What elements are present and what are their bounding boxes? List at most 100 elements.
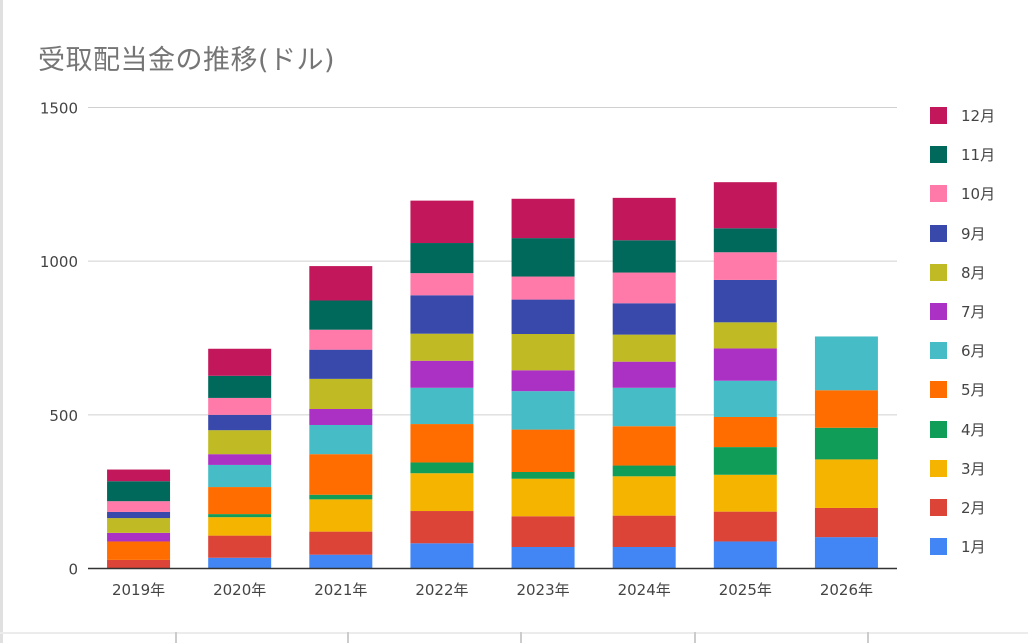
legend-label: 3月 (961, 459, 986, 478)
bottom-edge-tick (347, 632, 349, 643)
bar-segment (208, 414, 272, 431)
legend-item: 1月 (930, 527, 995, 566)
bar-segment (208, 517, 272, 536)
chart-legend: 12月 11月 10月 9月 8月 7月 6月 5月 4月 3月 2月 1月 (930, 96, 995, 566)
bar-segment (612, 303, 676, 335)
bar-segment (309, 300, 373, 330)
bar-segment (107, 559, 171, 569)
bar-segment (713, 474, 777, 512)
bar-segment (713, 348, 777, 381)
bar-segment (309, 349, 373, 379)
bar-segment (713, 182, 777, 229)
legend-label: 2月 (961, 498, 986, 517)
legend-label: 5月 (961, 381, 986, 400)
bar-segment (612, 197, 676, 241)
bar-segment (410, 243, 474, 274)
bar-segment (208, 375, 272, 398)
bar-segment (511, 198, 575, 239)
bar-segment (410, 424, 474, 463)
bar-segment (107, 511, 171, 519)
bar-segment (511, 516, 575, 547)
legend-swatch (930, 381, 947, 399)
bar-segment (713, 416, 777, 448)
legend-label: 1月 (961, 538, 986, 557)
bar-segment (309, 494, 373, 500)
bar-segment (612, 426, 676, 466)
bar-segment (410, 543, 474, 569)
bar-segment (309, 266, 373, 301)
legend-item: 6月 (930, 331, 995, 370)
bar-segment (612, 465, 676, 477)
bar-segment (410, 462, 474, 474)
bar-segment (713, 511, 777, 542)
bar-segment (309, 554, 373, 569)
bar-segment (713, 228, 777, 253)
legend-item: 4月 (930, 410, 995, 449)
bar-segment (208, 557, 272, 569)
bar-segment (511, 478, 575, 517)
legend-swatch (930, 303, 947, 321)
legend-swatch (930, 538, 947, 556)
bar-segment (713, 322, 777, 349)
legend-swatch (930, 146, 947, 164)
bar-segment (713, 279, 777, 323)
bar-segment (410, 473, 474, 512)
bar-segment (309, 424, 373, 455)
legend-item: 3月 (930, 449, 995, 488)
bottom-edge-tick (694, 632, 696, 643)
legend-item: 2月 (930, 488, 995, 527)
bar-segment (612, 476, 676, 516)
x-tick-label: 2026年 (820, 581, 873, 599)
legend-swatch (930, 107, 947, 125)
x-tick-label: 2019年 (112, 581, 165, 599)
bar-segment (814, 537, 878, 569)
y-tick-label: 0 (68, 561, 78, 579)
bar-segment (511, 370, 575, 392)
x-tick-label: 2020年 (213, 581, 266, 599)
bar-segment (814, 427, 878, 460)
bar-segment (107, 518, 171, 533)
legend-label: 10月 (961, 185, 996, 204)
legend-swatch (930, 459, 947, 477)
bar-segment (511, 276, 575, 300)
left-edge-line (0, 0, 3, 643)
bottom-edge-tick (520, 632, 522, 643)
bar-segment (208, 348, 272, 376)
bar-segment (208, 430, 272, 455)
legend-label: 9月 (961, 224, 986, 243)
legend-label: 7月 (961, 303, 986, 322)
bar-segment (410, 511, 474, 544)
legend-swatch (930, 342, 947, 360)
bar-segment (208, 487, 272, 515)
bar-segment (511, 471, 575, 479)
bar-segment (612, 546, 676, 569)
bar-segment (410, 333, 474, 361)
legend-label: 12月 (961, 107, 996, 126)
bar-segment (511, 546, 575, 569)
legend-label: 6月 (961, 342, 986, 361)
bar-segment (612, 272, 676, 304)
legend-swatch (930, 263, 947, 281)
bar-segment (612, 334, 676, 362)
bar-segment (208, 397, 272, 415)
y-tick-label: 1000 (40, 253, 78, 271)
bar-segment (309, 531, 373, 555)
legend-item: 7月 (930, 292, 995, 331)
y-tick-label: 500 (49, 407, 78, 425)
x-tick-label: 2023年 (516, 581, 569, 599)
bar-segment (814, 459, 878, 508)
bar-segment (208, 464, 272, 488)
bar-segment (814, 390, 878, 428)
bar-segment (309, 329, 373, 350)
bar-segment (814, 336, 878, 391)
bar-segment (309, 378, 373, 409)
bar-segment (208, 514, 272, 518)
bar-segment (713, 380, 777, 417)
bar-segment (107, 532, 171, 542)
x-tick-label: 2021年 (314, 581, 367, 599)
bar-segment (511, 429, 575, 472)
bar-segment (713, 447, 777, 475)
chart-title: 受取配当金の推移(ドル) (38, 45, 336, 76)
legend-item: 10月 (930, 174, 995, 213)
